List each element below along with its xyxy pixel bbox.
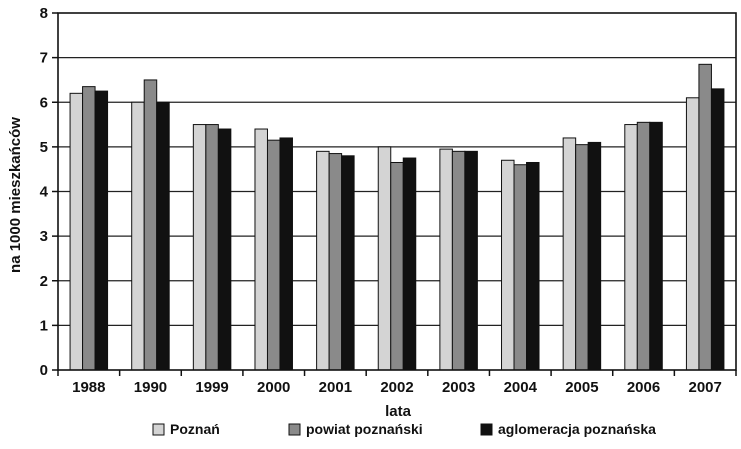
y-tick-label: 2	[40, 273, 48, 290]
x-tick-label: 2003	[442, 379, 475, 396]
legend-label: powiat poznański	[306, 421, 423, 437]
bar-2001-2	[328, 153, 343, 371]
legend: Poznań powiat poznański aglomeracja poznań…	[152, 421, 656, 437]
bar-2003-2	[451, 150, 466, 371]
legend-swatch	[480, 423, 493, 436]
x-tick-label: 2007	[688, 379, 721, 396]
bar-2007-2	[698, 63, 712, 371]
bar-1988-2	[82, 86, 96, 371]
bar-2003-3	[464, 150, 478, 371]
bar-1988-1	[69, 92, 84, 371]
bar-2000-3	[279, 137, 293, 371]
bar-2001-3	[341, 155, 355, 371]
bar-2002-2	[390, 161, 404, 371]
x-axis-title: lata	[385, 403, 412, 420]
bar-2006-1	[624, 124, 638, 371]
bar-1990-2	[143, 79, 158, 371]
bar-2006-2	[636, 121, 651, 371]
x-tick-label: 1999	[195, 379, 228, 396]
x-tick-label: 2000	[257, 379, 290, 396]
bar-2007-1	[685, 97, 700, 371]
bars	[69, 63, 725, 371]
legend-swatch	[288, 423, 301, 436]
x-axis-ticks: 1988 1990 1999 2000 2001 2002 2003 2004 2005 2006…	[57, 370, 737, 396]
y-tick-label: 8	[40, 5, 48, 22]
bar-2002-3	[402, 157, 417, 371]
bar-2004-3	[526, 161, 540, 371]
bar-1990-1	[131, 101, 145, 371]
x-tick-label: 2001	[319, 379, 352, 396]
legend-label: aglomeracja poznańska	[498, 421, 656, 437]
bar-2004-2	[513, 164, 528, 371]
y-tick-label: 0	[40, 362, 48, 379]
bar-2000-2	[266, 139, 281, 371]
bar-2006-3	[649, 121, 663, 371]
y-tick-label: 1	[40, 317, 48, 334]
bar-2007-3	[710, 88, 725, 371]
x-tick-label: 1988	[72, 379, 105, 396]
bar-2005-2	[575, 144, 589, 371]
bar-2005-1	[562, 137, 577, 371]
bar-1999-2	[205, 124, 219, 371]
y-tick-label: 5	[40, 139, 48, 156]
y-tick-label: 6	[40, 94, 48, 111]
y-axis-title: na 1000 mieszkańców	[7, 117, 24, 273]
bar-2002-1	[377, 146, 392, 371]
legend-swatch	[152, 423, 165, 436]
bar-2005-3	[587, 141, 602, 371]
x-tick-label: 1990	[134, 379, 167, 396]
x-tick-label: 2006	[627, 379, 660, 396]
x-tick-label: 2002	[380, 379, 413, 396]
bar-1988-3	[94, 90, 109, 371]
bar-1990-3	[156, 101, 170, 371]
y-tick-label: 4	[40, 184, 49, 201]
y-tick-label: 7	[40, 50, 48, 67]
bar-2001-1	[316, 150, 330, 371]
x-tick-label: 2004	[504, 379, 538, 396]
bar-2000-1	[254, 128, 268, 371]
bar-2003-1	[439, 148, 453, 371]
y-tick-label: 3	[40, 228, 48, 245]
bar-1999-1	[192, 124, 207, 371]
y-axis-ticks: 0 1 2 3 4 5 6 7 8	[40, 5, 58, 379]
legend-label: Poznań	[170, 421, 220, 437]
bar-1999-3	[217, 128, 232, 371]
bar-2004-1	[501, 159, 515, 371]
x-tick-label: 2005	[565, 379, 598, 396]
